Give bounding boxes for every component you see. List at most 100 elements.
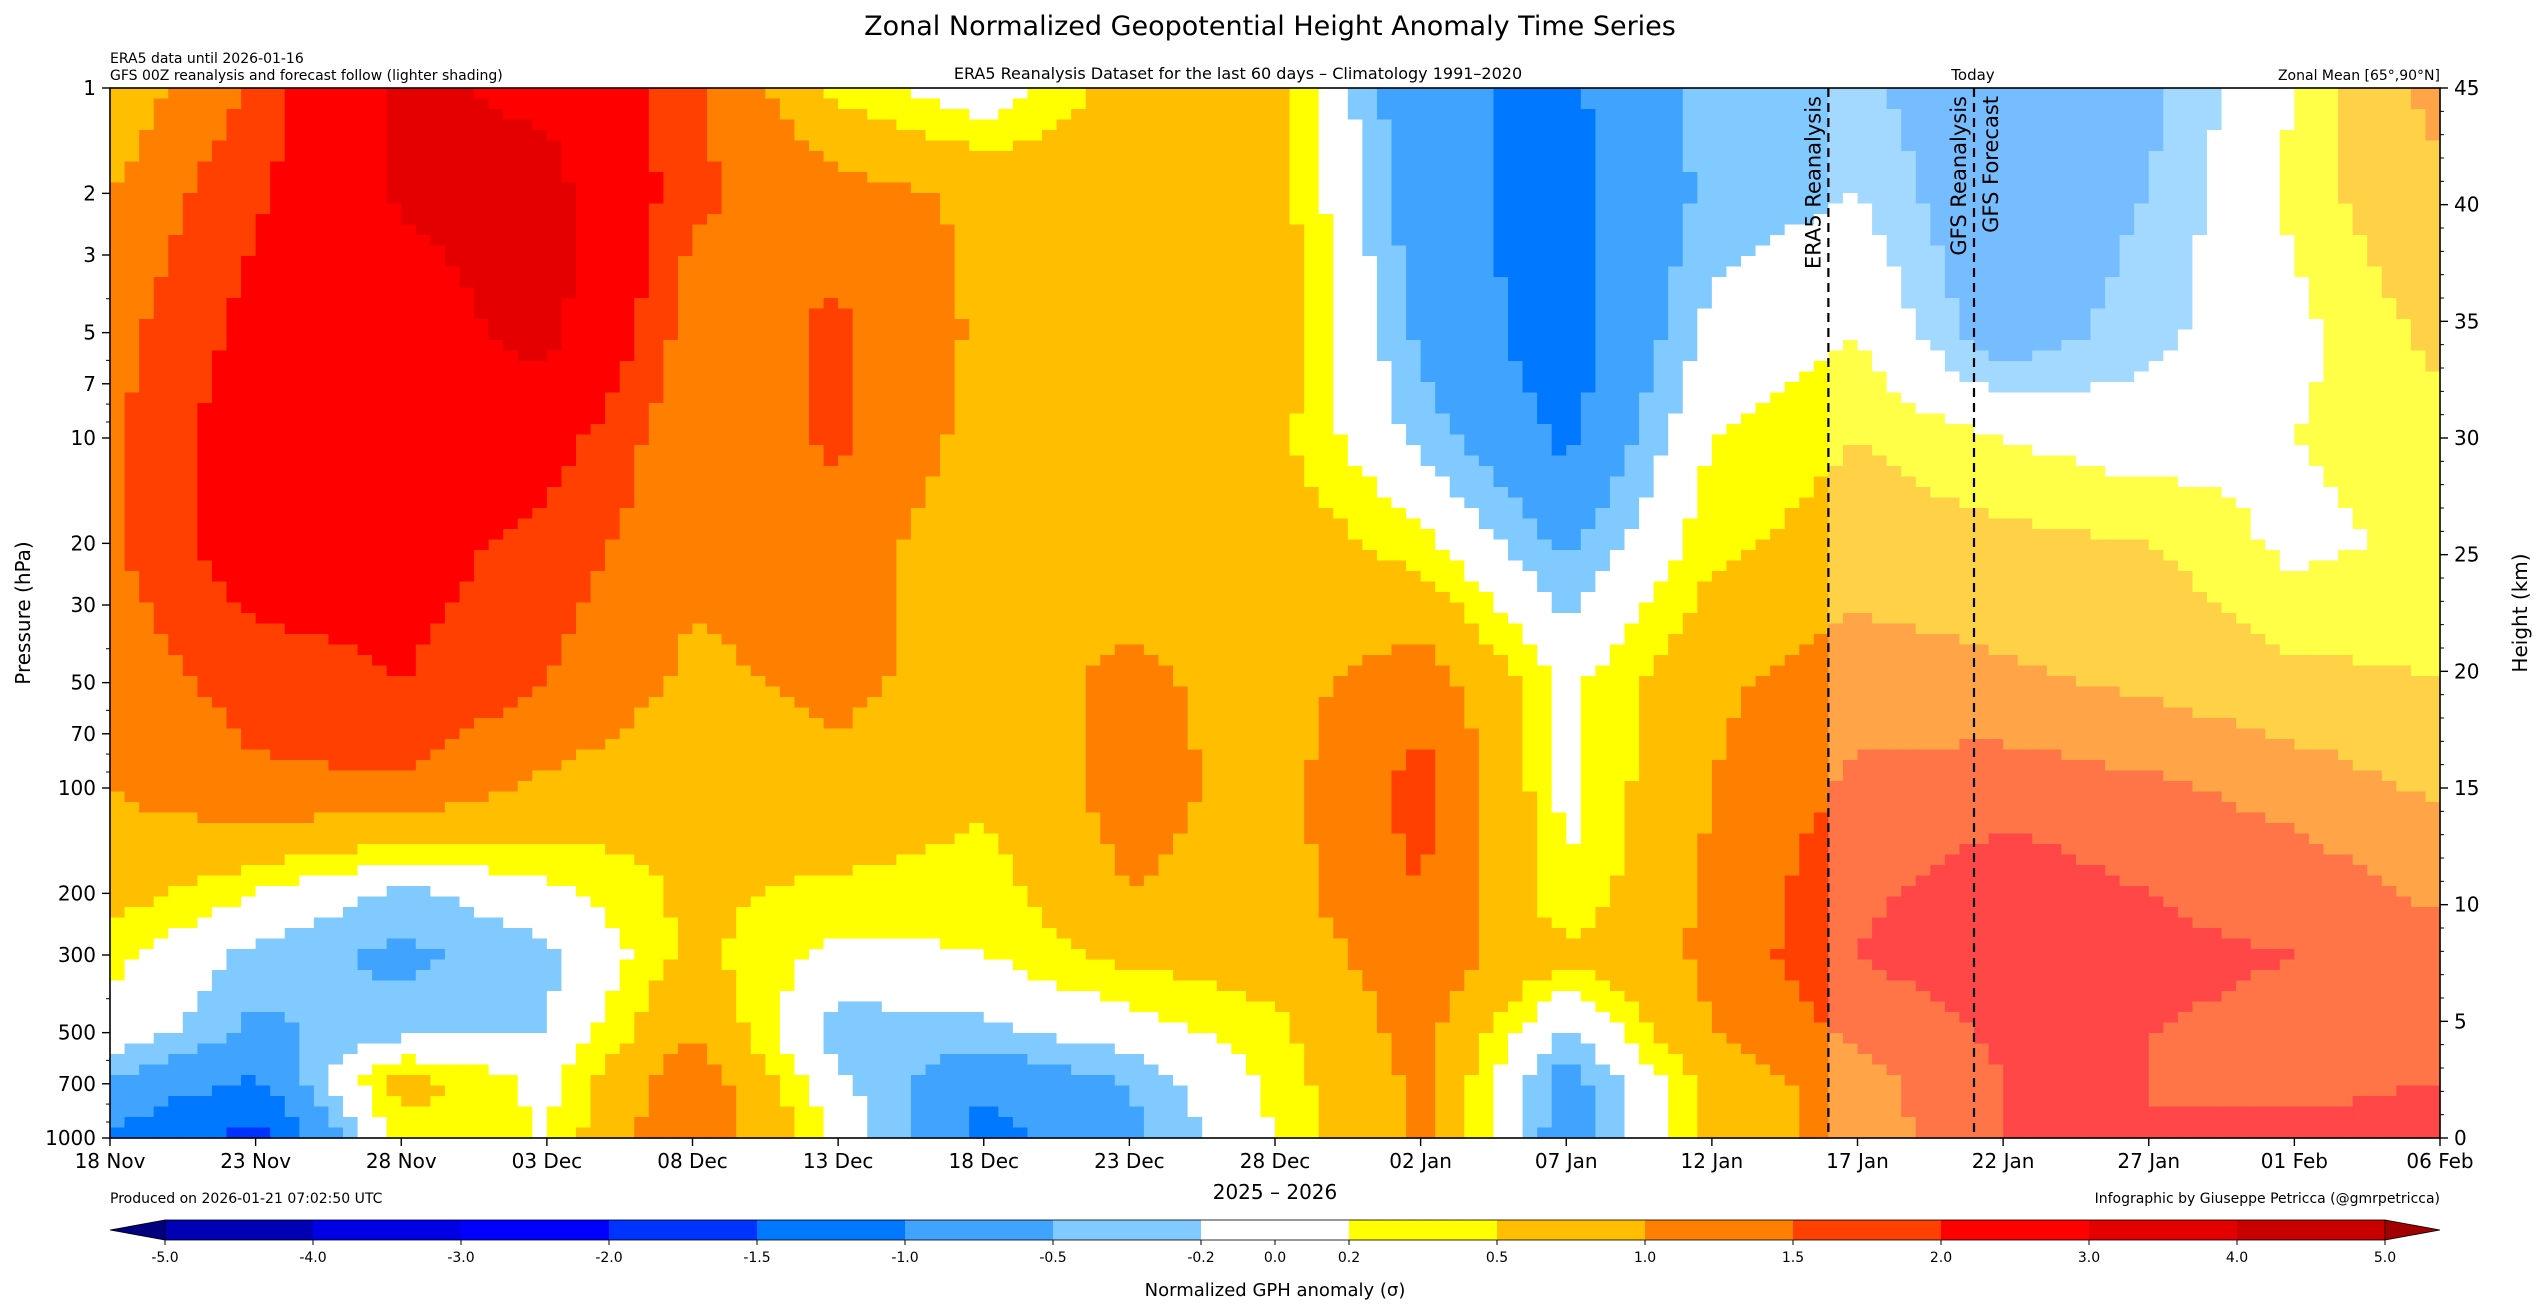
anomaly-cell [2061, 245, 2077, 257]
anomaly-cell [2410, 266, 2427, 278]
anomaly-cell [1624, 140, 1640, 152]
anomaly-cell [1376, 119, 1393, 131]
anomaly-cell [1275, 298, 1291, 310]
anomaly-cell [2323, 361, 2339, 373]
anomaly-cell [488, 382, 504, 394]
anomaly-cell [1362, 119, 1378, 131]
anomaly-cell [1173, 287, 1189, 299]
anomaly-cell [2294, 88, 2310, 100]
anomaly-cell [1420, 245, 1436, 257]
anomaly-cell [1187, 277, 1203, 289]
anomaly-cell [444, 172, 461, 184]
anomaly-cell [779, 350, 796, 362]
anomaly-cell [1260, 151, 1276, 163]
anomaly-cell [1056, 235, 1072, 247]
anomaly-cell [2207, 203, 2223, 215]
anomaly-cell [1711, 319, 1728, 331]
anomaly-cell [2105, 298, 2121, 310]
anomaly-cell [1522, 308, 1538, 320]
anomaly-cell [692, 182, 708, 194]
anomaly-cell [1187, 340, 1203, 352]
anomaly-cell [998, 371, 1014, 383]
anomaly-cell [168, 361, 184, 373]
anomaly-cell [2425, 403, 2441, 415]
anomaly-cell [969, 287, 985, 299]
anomaly-cell [2003, 245, 2019, 257]
anomaly-cell [1901, 203, 1917, 215]
anomaly-cell [168, 119, 184, 131]
anomaly-cell [1231, 203, 1247, 215]
anomaly-cell [2046, 88, 2062, 100]
anomaly-cell [401, 308, 417, 320]
anomaly-cell [663, 350, 679, 362]
anomaly-cell [2134, 203, 2150, 215]
anomaly-cell [1042, 151, 1058, 163]
anomaly-cell [1231, 109, 1247, 121]
anomaly-cell [794, 98, 810, 110]
anomaly-cell [2294, 172, 2310, 184]
anomaly-cell [1930, 224, 1946, 236]
anomaly-cell [2279, 130, 2295, 142]
anomaly-cell [1012, 151, 1029, 163]
anomaly-cell [1711, 371, 1728, 383]
anomaly-cell [677, 119, 694, 131]
anomaly-cell [1449, 403, 1465, 415]
anomaly-cell [983, 277, 999, 289]
anomaly-cell [110, 182, 126, 194]
anomaly-cell [2250, 266, 2266, 278]
anomaly-cell [1333, 298, 1349, 310]
anomaly-cell [1464, 109, 1480, 121]
anomaly-cell [1493, 98, 1509, 110]
anomaly-cell [881, 193, 897, 205]
anomaly-cell [1901, 329, 1917, 341]
anomaly-cell [241, 224, 257, 236]
anomaly-cell [1653, 235, 1669, 247]
anomaly-cell [1449, 256, 1465, 268]
anomaly-cell [1828, 392, 1844, 404]
anomaly-cell [1755, 98, 1771, 110]
anomaly-cell [1770, 319, 1786, 331]
anomaly-cell [561, 193, 577, 205]
anomaly-cell [1318, 266, 1334, 278]
anomaly-cell [1653, 151, 1669, 163]
anomaly-cell [1872, 98, 1888, 110]
anomaly-cell [1580, 350, 1596, 362]
anomaly-cell [1071, 235, 1087, 247]
anomaly-cell [386, 130, 402, 142]
anomaly-cell [1944, 161, 1961, 173]
anomaly-cell [532, 203, 548, 215]
anomaly-cell [488, 203, 504, 215]
anomaly-cell [2308, 119, 2325, 131]
anomaly-cell [2410, 319, 2427, 331]
anomaly-cell [1406, 193, 1422, 205]
anomaly-cell [2119, 340, 2135, 352]
anomaly-cell [299, 161, 315, 173]
anomaly-cell [182, 403, 198, 415]
anomaly-cell [110, 298, 126, 310]
anomaly-cell [1566, 224, 1582, 236]
anomaly-cell [925, 182, 941, 194]
anomaly-cell [721, 109, 737, 121]
anomaly-cell [1624, 329, 1640, 341]
anomaly-cell [430, 340, 446, 352]
anomaly-cell [1784, 256, 1800, 268]
anomaly-cell [1741, 235, 1757, 247]
anomaly-cell [197, 214, 213, 226]
anomaly-cell [2119, 382, 2135, 394]
anomaly-cell [677, 403, 694, 415]
anomaly-cell [2105, 161, 2121, 173]
anomaly-cell [1216, 308, 1232, 320]
anomaly-cell [2396, 371, 2412, 383]
anomaly-cell [2308, 350, 2325, 362]
anomaly-cell [1901, 287, 1917, 299]
anomaly-cell [576, 172, 592, 184]
anomaly-cell [1537, 130, 1553, 142]
anomaly-cell [1493, 109, 1509, 121]
anomaly-cell [168, 277, 184, 289]
anomaly-cell [357, 140, 373, 152]
anomaly-cell [750, 88, 766, 100]
anomaly-cell [430, 140, 446, 152]
anomaly-cell [1668, 161, 1684, 173]
anomaly-cell [1813, 88, 1829, 100]
anomaly-cell [459, 235, 475, 247]
